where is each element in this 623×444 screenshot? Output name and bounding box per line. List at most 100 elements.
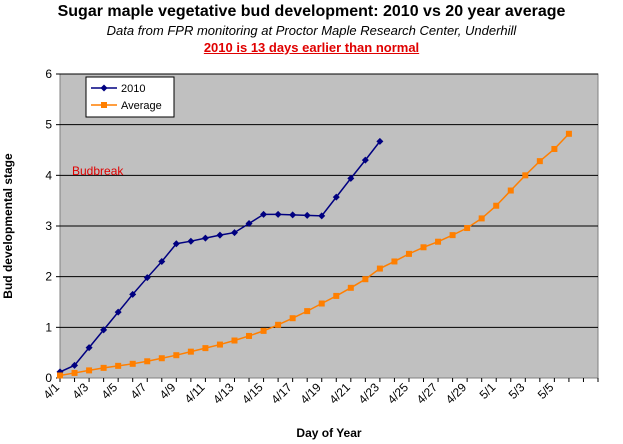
y-tick-label: 6 [45,67,52,81]
x-tick-label: 4/29 [443,380,470,407]
data-point-2010 [260,210,268,218]
x-tick-label: 4/3 [70,380,92,402]
data-point-average [493,202,500,209]
data-point-average [86,367,93,374]
data-point-average [71,369,78,376]
data-point-average [405,250,412,257]
legend-marker-2010 [100,84,108,92]
y-axis-label: Bud developmental stage [1,153,15,299]
data-point-average [318,300,325,307]
data-point-2010 [303,211,311,219]
data-point-2010 [158,257,166,265]
chart-subtitle: Data from FPR monitoring at Proctor Mapl… [106,23,517,38]
data-point-average [187,348,194,355]
data-point-average [478,215,485,222]
x-tick-label: 4/5 [99,380,121,402]
data-point-2010 [347,174,355,182]
legend-label-average: Average [121,100,162,112]
x-tick-label: 4/9 [157,380,179,402]
series-group [56,130,572,379]
legend-box [85,76,175,118]
data-point-average [551,145,558,152]
data-point-average [391,258,398,265]
data-point-2010 [71,361,79,369]
data-point-average [129,360,136,367]
data-point-2010 [332,193,340,201]
data-point-2010 [143,274,151,282]
data-point-2010 [172,240,180,248]
y-tick-label: 3 [45,219,52,233]
data-point-average [173,352,180,359]
data-point-average [202,345,209,352]
data-point-average [289,315,296,322]
x-tick-label: 4/15 [239,380,266,407]
budbreak-annotation: Budbreak [72,164,124,178]
x-tick-label: 5/3 [506,380,528,402]
data-point-average [216,341,223,348]
data-point-2010 [361,156,369,164]
x-tick-label: 4/25 [385,380,412,407]
data-point-average [115,362,122,369]
x-tick-label: 4/11 [182,380,208,406]
x-tick-label: 4/17 [268,380,295,407]
data-point-average [260,327,267,334]
data-point-2010 [100,326,108,334]
data-point-average [507,187,514,194]
y-tick-label: 4 [45,168,52,182]
data-point-average [565,130,572,137]
x-tick-label: 4/13 [210,380,237,407]
data-point-2010 [201,234,209,242]
x-tick-label: 5/1 [477,380,499,402]
x-tick-label: 4/7 [128,380,150,402]
data-point-average [347,284,354,291]
y-tick-label: 1 [45,320,52,334]
y-tick-label: 0 [45,371,52,385]
data-point-2010 [129,290,137,298]
data-point-2010 [216,231,224,239]
data-point-2010 [274,210,282,218]
data-point-2010 [318,212,326,220]
data-point-average [231,337,238,344]
y-tick-label: 2 [45,270,52,284]
data-point-average [304,308,311,315]
data-point-average [522,172,529,179]
y-axis-ticks: 0 1 2 3 4 5 6 [45,67,60,385]
data-point-average [536,158,543,165]
data-point-average [275,321,282,328]
data-point-average [100,364,107,371]
x-axis-ticks: 4/1 4/3 4/5 4/7 4/9 4/11 4/13 4/15 4/17 4/19 4/21 4… [40,378,599,407]
data-point-average [376,265,383,272]
data-point-2010 [245,219,253,227]
x-tick-label: 4/1 [40,380,62,402]
data-point-2010 [230,229,238,237]
data-point-average [449,232,456,239]
data-point-2010 [376,137,384,145]
legend-marker-average [101,102,107,108]
gridlines [60,73,598,328]
chart-title: Sugar maple vegetative bud development: … [57,3,566,20]
data-point-average [158,355,165,362]
x-axis-label: Day of Year [296,426,361,440]
data-point-average [362,276,369,283]
y-tick-label: 5 [45,118,52,132]
legend-label-2010: 2010 [121,83,145,95]
x-tick-label: 4/19 [297,380,324,407]
x-tick-label: 4/23 [356,380,383,407]
data-point-average [435,238,442,245]
data-point-average [246,332,253,339]
data-point-average [464,225,471,232]
data-point-average [333,292,340,299]
x-tick-label: 4/21 [327,380,354,407]
data-point-2010 [187,237,195,245]
data-point-average [57,372,63,379]
data-point-average [420,244,427,251]
legend: 2010 Average [85,76,175,118]
data-point-average [144,358,151,365]
chart-note: 2010 is 13 days earlier than normal [203,40,420,55]
x-tick-label: 4/27 [414,380,441,407]
x-tick-label: 5/5 [535,380,557,402]
data-point-2010 [85,344,93,352]
data-point-2010 [289,211,297,219]
data-point-2010 [114,308,122,316]
